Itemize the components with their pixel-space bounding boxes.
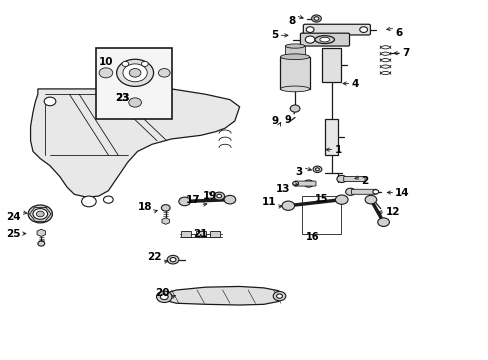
FancyArrowPatch shape xyxy=(187,200,226,201)
Ellipse shape xyxy=(314,36,334,44)
FancyBboxPatch shape xyxy=(351,189,376,194)
Circle shape xyxy=(167,255,179,264)
Circle shape xyxy=(103,196,113,203)
FancyArrowPatch shape xyxy=(290,200,338,206)
Circle shape xyxy=(335,195,347,204)
Text: 23: 23 xyxy=(115,93,129,103)
Polygon shape xyxy=(162,287,283,305)
Circle shape xyxy=(315,168,319,171)
Circle shape xyxy=(36,211,44,217)
Ellipse shape xyxy=(319,37,329,42)
Bar xyxy=(96,48,171,119)
Circle shape xyxy=(282,201,294,210)
Bar xyxy=(181,231,191,237)
Circle shape xyxy=(122,62,128,66)
Text: 17: 17 xyxy=(186,195,201,205)
Bar xyxy=(301,196,340,234)
Circle shape xyxy=(365,195,376,204)
Text: 11: 11 xyxy=(261,197,276,207)
Text: 8: 8 xyxy=(288,16,295,26)
Circle shape xyxy=(224,195,235,204)
Text: 12: 12 xyxy=(385,207,399,217)
Circle shape xyxy=(179,197,190,206)
Bar xyxy=(285,46,304,57)
Circle shape xyxy=(292,181,298,186)
Circle shape xyxy=(289,105,299,112)
Ellipse shape xyxy=(280,54,309,60)
Circle shape xyxy=(28,205,52,223)
Circle shape xyxy=(170,257,176,262)
Circle shape xyxy=(99,68,113,78)
FancyBboxPatch shape xyxy=(343,176,365,181)
Circle shape xyxy=(156,291,172,302)
Bar xyxy=(196,231,205,237)
Text: 23: 23 xyxy=(115,93,129,103)
Circle shape xyxy=(116,59,153,86)
Bar xyxy=(324,119,338,155)
Circle shape xyxy=(141,62,148,66)
Circle shape xyxy=(38,241,44,246)
Bar xyxy=(322,48,340,82)
Circle shape xyxy=(122,64,147,82)
Circle shape xyxy=(216,194,221,198)
Text: 16: 16 xyxy=(305,232,319,242)
Circle shape xyxy=(273,292,285,301)
Circle shape xyxy=(313,17,318,20)
Text: 9: 9 xyxy=(284,115,290,125)
Text: 10: 10 xyxy=(99,57,113,67)
Circle shape xyxy=(33,208,47,219)
FancyBboxPatch shape xyxy=(303,24,370,35)
Circle shape xyxy=(345,188,355,195)
Text: 3: 3 xyxy=(295,167,302,177)
Circle shape xyxy=(372,190,378,194)
Circle shape xyxy=(129,68,141,77)
Circle shape xyxy=(158,68,170,77)
Circle shape xyxy=(303,180,313,187)
Circle shape xyxy=(160,294,168,300)
Text: 14: 14 xyxy=(394,188,409,198)
FancyBboxPatch shape xyxy=(300,33,349,46)
Circle shape xyxy=(311,15,321,22)
Bar xyxy=(210,231,220,237)
Circle shape xyxy=(359,27,367,32)
Circle shape xyxy=(336,175,346,183)
Text: 5: 5 xyxy=(271,30,278,40)
FancyBboxPatch shape xyxy=(294,181,315,186)
Text: 1: 1 xyxy=(334,145,341,155)
Text: 15: 15 xyxy=(314,194,327,204)
Circle shape xyxy=(305,27,313,32)
Ellipse shape xyxy=(285,44,304,48)
Circle shape xyxy=(161,204,170,211)
Text: 24: 24 xyxy=(6,212,21,222)
Text: 25: 25 xyxy=(6,229,21,239)
Circle shape xyxy=(312,166,321,172)
Text: 20: 20 xyxy=(154,288,169,298)
Text: 6: 6 xyxy=(394,28,402,38)
Text: 4: 4 xyxy=(351,78,358,89)
Circle shape xyxy=(44,97,56,106)
Text: 7: 7 xyxy=(402,48,409,58)
Text: 2: 2 xyxy=(361,176,367,186)
Circle shape xyxy=(377,218,388,226)
Circle shape xyxy=(213,192,224,200)
Text: 19: 19 xyxy=(203,191,217,201)
Circle shape xyxy=(81,196,96,207)
Text: 9: 9 xyxy=(271,116,278,126)
Text: 13: 13 xyxy=(276,184,290,194)
Text: 18: 18 xyxy=(137,202,152,212)
Ellipse shape xyxy=(280,86,309,92)
Text: 21: 21 xyxy=(193,229,207,239)
Circle shape xyxy=(276,294,282,298)
Circle shape xyxy=(305,36,314,43)
Bar xyxy=(280,57,309,89)
Circle shape xyxy=(128,98,141,107)
Polygon shape xyxy=(30,89,239,197)
Text: 22: 22 xyxy=(147,252,162,262)
